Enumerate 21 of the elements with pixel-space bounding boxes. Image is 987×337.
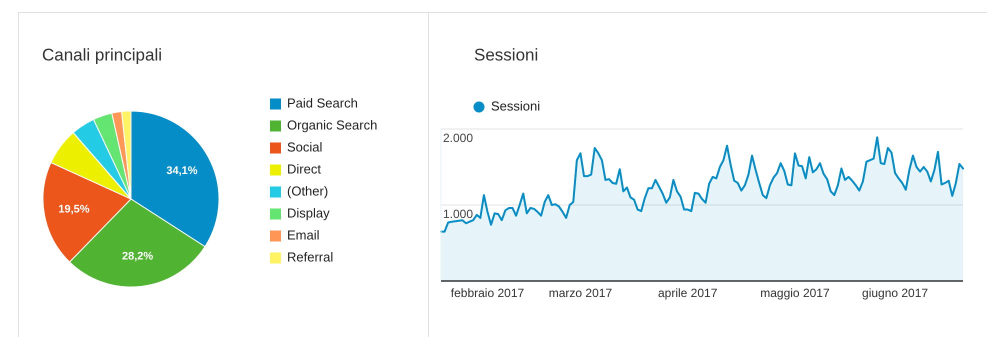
legend-label: (Other) xyxy=(287,183,328,198)
y-tick-label: 2.000 xyxy=(443,130,474,145)
chart-title: Canali principali xyxy=(42,45,162,64)
y-tick-label: 1.000 xyxy=(443,206,474,221)
legend-label: Organic Search xyxy=(287,117,378,132)
x-tick-label: maggio 2017 xyxy=(760,286,830,300)
legend-label: Display xyxy=(287,205,330,220)
legend-label: Referral xyxy=(287,249,334,264)
x-tick-label: marzo 2017 xyxy=(548,286,612,300)
x-tick-label: febbraio 2017 xyxy=(450,286,524,300)
data-label: 19,5% xyxy=(58,204,90,216)
chart-title: Sessioni xyxy=(474,45,538,64)
legend-label: Sessioni xyxy=(491,98,540,114)
legend-label: Social xyxy=(287,139,323,154)
legend-label: Direct xyxy=(287,161,322,176)
x-tick-label: giugno 2017 xyxy=(862,286,928,300)
legend-label: Email xyxy=(287,227,320,242)
data-label: 34,1% xyxy=(166,165,198,178)
data-label: 28,2% xyxy=(122,250,154,263)
legend-label: Paid Search xyxy=(287,95,358,110)
x-tick-label: aprile 2017 xyxy=(658,286,718,300)
